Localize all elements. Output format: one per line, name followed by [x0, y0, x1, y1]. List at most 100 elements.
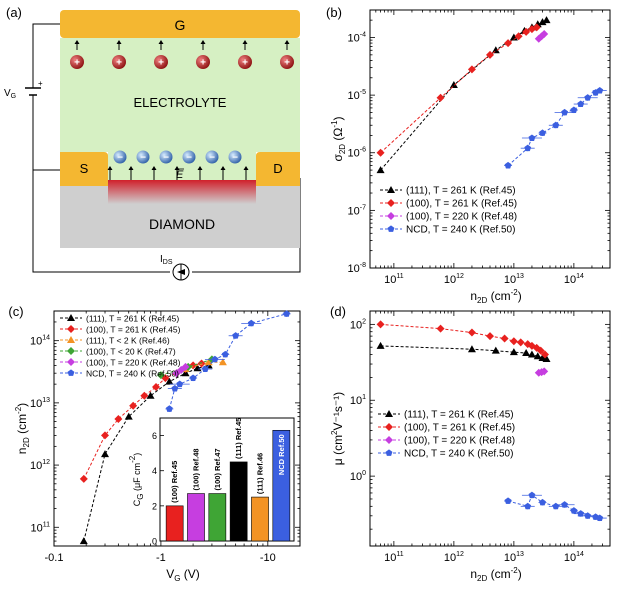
x-tick-label: 1011: [384, 273, 404, 286]
data-point: [376, 320, 385, 329]
drain-label: D: [273, 161, 282, 176]
y-tick-base: 10: [30, 522, 42, 534]
y-tick-exp: -7: [360, 204, 366, 211]
data-point: [509, 337, 518, 346]
x-tick-base: -10: [260, 552, 276, 564]
data-point: [584, 512, 592, 519]
inset-bar-label: (111) Ref.45: [234, 418, 243, 459]
field-arrow-head: [220, 166, 226, 170]
anion-icon: [159, 150, 173, 164]
series-line: [380, 345, 547, 360]
field-arrow-head: [107, 166, 113, 170]
y-tick-label: 10-5: [348, 89, 367, 102]
series-line: [380, 26, 537, 154]
series-3: [504, 86, 607, 169]
data-point: [467, 65, 476, 74]
chart-b: 1011 1012 1013 101410-810-710-610-510-4n2D …: [326, 5, 611, 305]
y-tick-label: 100: [350, 470, 366, 483]
ion-layer: + + + + + + − − − − − −: [70, 40, 294, 180]
cation-sign: +: [74, 58, 80, 69]
data-point: [197, 359, 206, 368]
data-point: [146, 391, 155, 399]
legend-entry: (100), T = 220 K (Ref.48): [406, 212, 517, 223]
electrolyte-region: [60, 38, 300, 152]
y-tick-base: 10: [30, 336, 42, 348]
data-point: [101, 431, 110, 440]
gate-field-arrow-head: [200, 40, 206, 44]
y-tick-base: 10: [30, 398, 42, 410]
data-point: [467, 345, 476, 353]
y-tick-exp: -6: [360, 147, 366, 154]
y-tick-base: 10: [350, 319, 362, 331]
data-point: [500, 334, 509, 343]
y-tick-base: 10: [348, 263, 360, 275]
anion-sign: −: [163, 153, 169, 164]
y-axis-label-sub: 2D: [338, 144, 347, 154]
field-arrow-head: [128, 166, 134, 170]
y-axis-label-sup: -1: [330, 120, 339, 128]
gate-wire: [32, 23, 60, 78]
data-point: [79, 537, 88, 545]
data-point: [436, 93, 445, 102]
legend-marker: [385, 436, 393, 444]
x-axis-label-main: V: [166, 567, 174, 581]
inset-bar-label: (100) Ref.48: [192, 448, 201, 490]
anion-sign: −: [140, 153, 146, 164]
data-point: [193, 364, 202, 372]
x-tick-label: -1: [156, 552, 166, 564]
cation-icon: [112, 55, 126, 69]
y-tick-base: 10: [348, 148, 360, 160]
anion-sign: −: [232, 153, 238, 164]
cation-sign: +: [284, 58, 290, 69]
x-tick-base: 10: [504, 274, 516, 286]
data-point: [524, 502, 532, 510]
x-tick-base: 10: [384, 274, 396, 286]
inset-bar: [251, 496, 269, 542]
data-point: [504, 497, 512, 504]
x-tick-base: 10: [504, 552, 516, 564]
anion-icon: [136, 150, 150, 164]
gate-field-arrow-head: [158, 40, 164, 44]
y-tick-base: 10: [348, 90, 360, 102]
y-tick-exp: -8: [360, 262, 366, 269]
x-axis-label-sup: -2: [511, 288, 519, 297]
vg-label: VG: [4, 88, 16, 100]
data-point: [176, 380, 184, 388]
anion-sign: −: [209, 153, 215, 164]
x-axis-label: n2D (cm-2): [470, 566, 521, 583]
series-line: [168, 313, 287, 410]
data-point: [486, 50, 494, 59]
data-point: [522, 27, 531, 36]
data-point: [540, 350, 549, 359]
legend-entry: (111), T = 261 K (Ref.45): [404, 410, 514, 421]
data-point: [449, 80, 458, 88]
y-tick-exp: -5: [360, 89, 366, 96]
data-point: [140, 391, 149, 400]
x-tick-exp: 12: [456, 551, 464, 558]
inset-y-axis-label-sup: -2: [128, 455, 137, 463]
legend-entry: (111), T = 261 K (Ref.45): [86, 314, 179, 324]
source-electrode: [60, 152, 108, 186]
data-point: [527, 350, 536, 358]
x-tick-exp: 12: [456, 273, 464, 280]
series-0: [376, 341, 551, 362]
data-point: [152, 382, 161, 391]
legend-marker: [67, 325, 75, 333]
data-point: [218, 358, 227, 366]
inset-y-axis-label-sub: G: [136, 494, 145, 500]
y-axis-label-rest: (Ω: [331, 128, 345, 144]
y-axis-label-main: σ: [331, 154, 345, 162]
x-tick-label: -0.1: [45, 552, 64, 564]
inset-y-axis-label-main: C: [132, 499, 142, 506]
legend-entry: NCD, T = 240 K (Ref.50): [406, 225, 515, 236]
data-point: [570, 106, 578, 113]
cation-icon: [238, 55, 252, 69]
legend-entry: NCD, T = 240 K (Ref.50): [86, 369, 179, 379]
data-point: [504, 39, 513, 48]
y-tick-base: 10: [350, 471, 362, 483]
y-tick-exp: 12: [42, 459, 50, 466]
field-arrow-head: [151, 166, 157, 170]
electrolyte-label: ELECTROLYTE: [134, 95, 227, 110]
cation-sign: +: [116, 58, 122, 69]
